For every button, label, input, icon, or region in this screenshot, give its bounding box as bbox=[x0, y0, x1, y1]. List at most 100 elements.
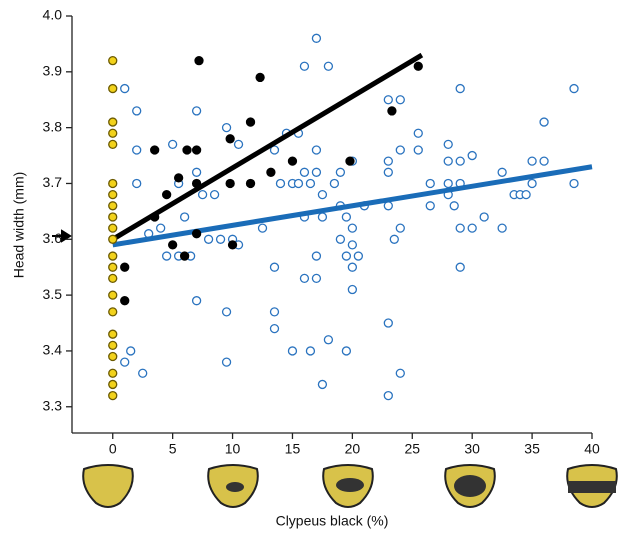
data-point bbox=[221, 307, 232, 317]
data-point bbox=[413, 128, 423, 138]
y-tick-label: 3.4 bbox=[43, 342, 63, 358]
data-point bbox=[329, 178, 340, 189]
x-tick-label: 30 bbox=[464, 441, 480, 457]
arrow bbox=[52, 229, 72, 243]
data-point bbox=[108, 212, 118, 222]
data-point bbox=[215, 234, 226, 244]
data-point bbox=[521, 189, 531, 200]
data-point bbox=[341, 251, 352, 261]
head-icons bbox=[82, 464, 618, 508]
data-point bbox=[167, 240, 178, 250]
data-point bbox=[347, 223, 358, 233]
data-point bbox=[108, 234, 118, 244]
y-tick-label: 3.5 bbox=[43, 286, 63, 302]
data-point bbox=[156, 223, 166, 233]
data-point bbox=[287, 346, 298, 356]
data-point bbox=[108, 307, 118, 317]
data-point bbox=[108, 351, 118, 362]
data-point bbox=[191, 229, 202, 239]
data-point bbox=[305, 346, 316, 356]
data-point bbox=[266, 167, 276, 177]
fit-line bbox=[111, 52, 424, 242]
data-point bbox=[108, 262, 118, 272]
data-point bbox=[221, 357, 232, 367]
data-point bbox=[443, 139, 453, 150]
data-point bbox=[353, 251, 364, 261]
data-point bbox=[108, 223, 118, 233]
data-point bbox=[341, 212, 352, 222]
x-tick-label: 5 bbox=[169, 441, 177, 457]
data-point bbox=[197, 189, 208, 200]
data-point bbox=[455, 223, 465, 233]
data-point bbox=[194, 56, 204, 66]
y-tick-label: 3.9 bbox=[43, 63, 63, 79]
data-point bbox=[108, 290, 118, 300]
x-tick-label: 15 bbox=[285, 441, 301, 457]
data-point bbox=[108, 139, 118, 150]
data-point bbox=[395, 368, 405, 378]
data-point bbox=[305, 178, 316, 189]
data-point bbox=[269, 262, 280, 272]
data-point bbox=[311, 33, 322, 43]
data-point bbox=[347, 240, 358, 250]
data-point bbox=[413, 61, 423, 71]
data-point bbox=[221, 122, 232, 133]
data-point bbox=[269, 323, 280, 334]
data-point bbox=[191, 145, 202, 155]
data-point bbox=[299, 61, 310, 71]
y-tick-label: 4.0 bbox=[43, 7, 63, 23]
data-point bbox=[138, 368, 148, 378]
data-point bbox=[179, 212, 190, 222]
data-point bbox=[132, 106, 142, 116]
data-point bbox=[335, 234, 346, 244]
data-point bbox=[383, 201, 393, 211]
data-point bbox=[245, 178, 256, 189]
data-point bbox=[569, 178, 579, 189]
data-point bbox=[539, 117, 549, 127]
data-point bbox=[132, 145, 142, 155]
data-point bbox=[108, 340, 118, 351]
data-point bbox=[395, 223, 405, 233]
data-point bbox=[479, 212, 489, 222]
data-point bbox=[108, 128, 118, 138]
data-point bbox=[383, 156, 393, 166]
data-point bbox=[167, 139, 178, 150]
data-point bbox=[317, 189, 328, 200]
data-point bbox=[179, 251, 190, 261]
data-point bbox=[317, 379, 328, 390]
data-point bbox=[108, 56, 118, 66]
data-point bbox=[455, 83, 465, 94]
data-point bbox=[191, 167, 202, 177]
data-point bbox=[311, 251, 322, 261]
data-point bbox=[162, 251, 172, 261]
data-point bbox=[345, 156, 355, 166]
data-point bbox=[227, 240, 238, 250]
data-point bbox=[311, 145, 322, 155]
data-point bbox=[443, 178, 453, 189]
y-tick-label: 3.3 bbox=[43, 397, 63, 413]
data-point bbox=[527, 178, 537, 189]
data-point bbox=[275, 178, 286, 189]
y-axis-label: Head width (mm) bbox=[11, 172, 27, 279]
data-point bbox=[299, 167, 310, 177]
data-point bbox=[150, 212, 160, 222]
data-point bbox=[413, 145, 423, 155]
data-point bbox=[287, 156, 298, 166]
y-tick-label: 3.7 bbox=[43, 174, 63, 190]
data-point bbox=[203, 234, 214, 244]
data-point bbox=[389, 234, 399, 244]
y-tick-label: 3.8 bbox=[43, 118, 63, 134]
data-point bbox=[299, 273, 310, 284]
data-point bbox=[455, 262, 465, 272]
data-point bbox=[383, 318, 393, 328]
data-point bbox=[497, 223, 507, 233]
data-point bbox=[120, 296, 130, 306]
data-point bbox=[341, 346, 352, 356]
data-point bbox=[269, 145, 280, 155]
data-point bbox=[443, 156, 453, 166]
data-point bbox=[191, 296, 202, 306]
data-point bbox=[255, 72, 265, 83]
x-tick-label: 0 bbox=[109, 441, 117, 457]
data-point bbox=[108, 251, 118, 261]
